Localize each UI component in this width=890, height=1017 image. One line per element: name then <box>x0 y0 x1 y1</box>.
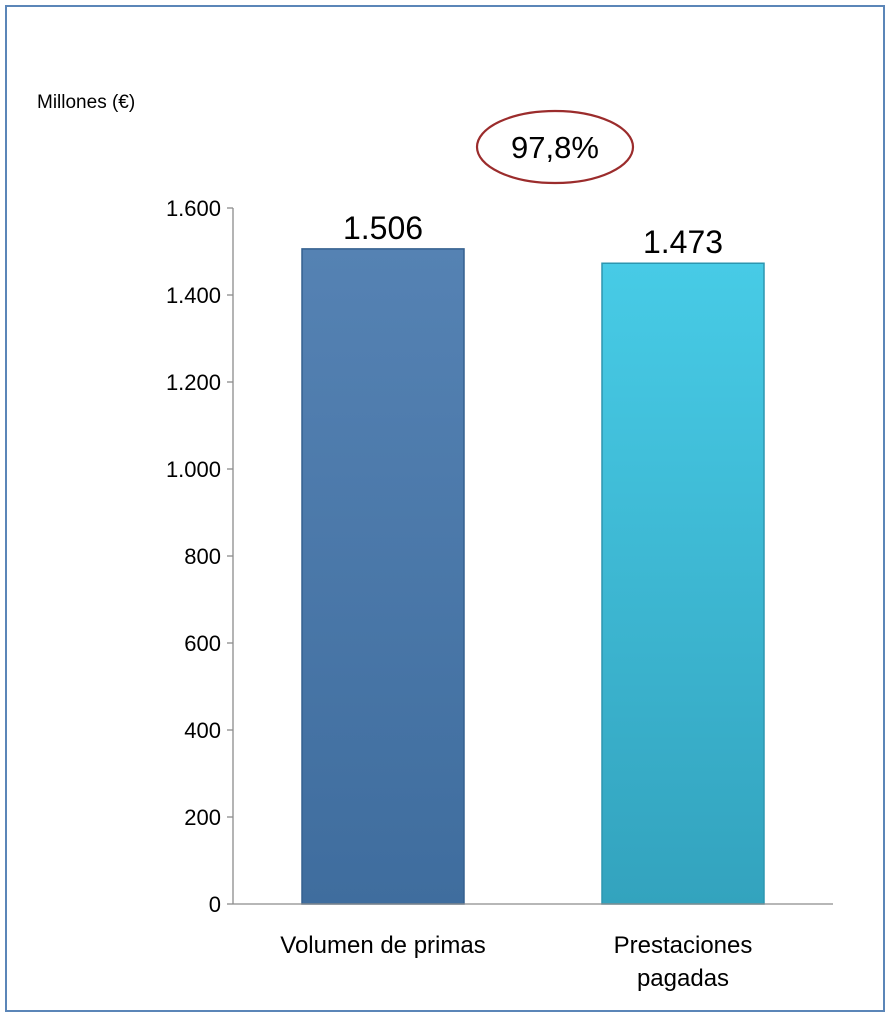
bar-2 <box>601 262 765 905</box>
y-tick-label: 800 <box>184 544 221 569</box>
bars: 1.506 1.473 <box>301 210 765 905</box>
y-tick-label: 1.400 <box>166 283 221 308</box>
y-tick-label: 200 <box>184 805 221 830</box>
bar-1 <box>301 248 465 905</box>
x-category-label: Prestaciones <box>614 932 753 959</box>
y-tick-label: 1.000 <box>166 457 221 482</box>
bar-value-label: 1.473 <box>643 224 723 260</box>
y-tick-label: 0 <box>209 892 221 917</box>
ratio-annotation: 97,8% <box>475 109 635 185</box>
x-category-label: pagadas <box>637 965 729 992</box>
y-tick-label: 400 <box>184 718 221 743</box>
ratio-label: 97,8% <box>511 130 599 165</box>
y-tick-label: 1.200 <box>166 370 221 395</box>
x-category-label: Volumen de primas <box>280 932 485 959</box>
y-tick-label: 1.600 <box>166 196 221 221</box>
unit-label: Millones (€) <box>37 92 135 113</box>
x-axis: Volumen de primas Prestaciones pagadas <box>233 903 833 992</box>
y-tick-label: 600 <box>184 631 221 656</box>
bar-value-label: 1.506 <box>343 210 423 246</box>
y-axis: 0 200 400 600 800 1.000 1.200 1.400 1.600 <box>166 196 234 917</box>
ratio-ellipse <box>475 109 635 185</box>
